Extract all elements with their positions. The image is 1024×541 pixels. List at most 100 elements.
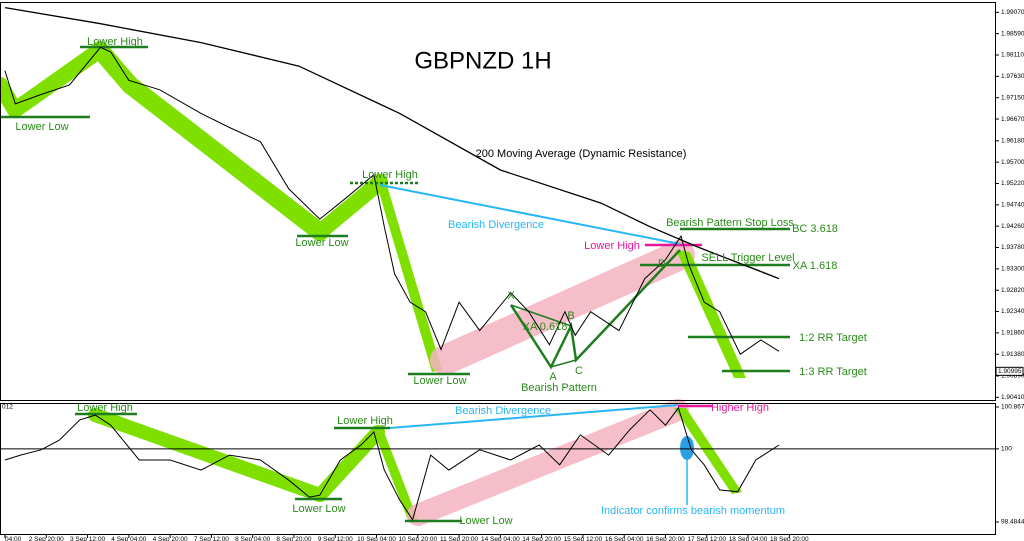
annotation: Bearish Pattern bbox=[521, 382, 597, 394]
y-tick-label: 1.92820 bbox=[1001, 287, 1024, 294]
frame bbox=[0, 2, 996, 535]
trend-bands bbox=[0, 41, 746, 526]
annotation: Lower High bbox=[77, 402, 133, 414]
annotation: X bbox=[507, 290, 515, 302]
x-tick-label: 16 Sep 04:00 bbox=[605, 536, 644, 541]
y-tick-label: 1.97150 bbox=[1001, 94, 1024, 101]
green-band bbox=[374, 432, 418, 520]
annotation: Bearish Pattern Stop Loss bbox=[666, 217, 794, 229]
annotation: 1:3 RR Target bbox=[799, 366, 867, 378]
y-tick-label: 1.97630 bbox=[1001, 73, 1024, 80]
y-tick-label: 1.90890 bbox=[1001, 373, 1024, 380]
annotation: B bbox=[567, 310, 574, 322]
x-tick-label: 10 Sep 20:00 bbox=[398, 536, 437, 541]
green-band bbox=[376, 182, 442, 372]
x-tick-label: 7 Sep 12:00 bbox=[194, 536, 229, 541]
x-tick-label: 14 Sep 04:00 bbox=[481, 536, 520, 541]
y-tick-label: 1.99070 bbox=[1001, 9, 1024, 16]
x-tick-label: 18 Sep 20:00 bbox=[770, 536, 809, 541]
y-tick-label: 1.91860 bbox=[1001, 330, 1024, 337]
x-tick-label: 3 Sep 12:00 bbox=[70, 536, 105, 541]
annotation: Lower Low bbox=[292, 503, 345, 515]
pink-band bbox=[407, 399, 689, 526]
series-line bbox=[4, 6, 780, 280]
y-tick-label: 1.93300 bbox=[1001, 266, 1024, 273]
x-tick-label: 4 Sep 20:00 bbox=[153, 536, 188, 541]
price-label: 1.90995 bbox=[998, 368, 1022, 375]
x-tick-label: 10 Sep 04:00 bbox=[357, 536, 396, 541]
annotation: 200 Moving Average (Dynamic Resistance) bbox=[476, 148, 687, 160]
annotation: Bearish Divergence bbox=[448, 219, 544, 231]
green-band bbox=[313, 425, 385, 502]
annotation: Lower High bbox=[337, 415, 393, 427]
annotation: SELL Trigger Level bbox=[701, 252, 794, 264]
indicator-label: 012 bbox=[2, 404, 13, 411]
annotation: Lower High bbox=[362, 169, 418, 181]
y-tick-label: 100 bbox=[1001, 446, 1012, 453]
x-tick-label: 04:00 bbox=[5, 536, 22, 541]
x-tick-label: 16 Sep 20:00 bbox=[646, 536, 685, 541]
series-line bbox=[4, 46, 780, 355]
indicator-pane bbox=[0, 403, 996, 535]
y-tick-label: 1.95220 bbox=[1001, 180, 1024, 187]
annotation: 1:2 RR Target bbox=[799, 332, 867, 344]
green-band bbox=[312, 174, 388, 240]
pattern-line bbox=[550, 359, 577, 368]
price-box bbox=[995, 366, 1024, 376]
annotation: Lower Low bbox=[459, 515, 512, 527]
annotation: Lower High bbox=[87, 36, 143, 48]
x-tick-label: 15 Sep 12:00 bbox=[564, 536, 603, 541]
divergence-line bbox=[389, 404, 679, 429]
main-pane bbox=[0, 2, 996, 401]
green-band bbox=[676, 250, 746, 378]
y-tick-label: 1.96670 bbox=[1001, 116, 1024, 123]
y-tick-label: 100.8675 bbox=[1001, 404, 1024, 411]
annotation: XA 1.618 bbox=[793, 260, 838, 272]
y-tick-label: 1.92340 bbox=[1001, 308, 1024, 315]
annotation: Indicator confirms bearish momentum bbox=[601, 505, 785, 517]
x-tick-label: 4 Sep 04:00 bbox=[111, 536, 146, 541]
y-tick-label: 1.93780 bbox=[1001, 244, 1024, 251]
y-tick-label: 1.94260 bbox=[1001, 223, 1024, 230]
annotation: C bbox=[575, 365, 583, 377]
y-tick-label: 1.96180 bbox=[1001, 138, 1024, 145]
x-tick-label: 9 Sep 12:00 bbox=[318, 536, 353, 541]
x-tick-label: 17 Sep 12:00 bbox=[687, 536, 726, 541]
annotation: D bbox=[658, 258, 666, 270]
green-band bbox=[0, 42, 108, 118]
y-tick-label: 1.94740 bbox=[1001, 202, 1024, 209]
annotation: Lower Low bbox=[413, 375, 466, 387]
y-tick-label: 1.90410 bbox=[1001, 394, 1024, 401]
y-tick-label: 1.95700 bbox=[1001, 159, 1024, 166]
annotation: Higher High bbox=[711, 402, 769, 414]
x-tick-label: 18 Sep 04:00 bbox=[729, 536, 768, 541]
x-tick-label: 11 Sep 20:00 bbox=[440, 536, 479, 541]
chart-title: GBPNZD 1H bbox=[414, 47, 551, 74]
annotation: A bbox=[549, 371, 557, 383]
series-line bbox=[4, 406, 780, 521]
x-tick-label: 2 Sep 20:00 bbox=[29, 536, 64, 541]
green-band bbox=[88, 408, 327, 502]
divergence-line bbox=[379, 184, 681, 245]
annotation: XA 0.618 bbox=[523, 321, 568, 333]
y-tick-label: 1.98590 bbox=[1001, 30, 1024, 37]
annotation: Lower Low bbox=[15, 121, 68, 133]
x-tick-label: 8 Sep 04:00 bbox=[235, 536, 270, 541]
highlight bbox=[680, 436, 694, 460]
annotation: Lower High bbox=[584, 240, 640, 252]
y-tick-label: 98.4844 bbox=[1001, 519, 1024, 526]
pink-band bbox=[430, 240, 695, 375]
x-tick-label: 14 Sep 20:00 bbox=[522, 536, 561, 541]
y-tick-label: 1.98110 bbox=[1001, 52, 1024, 59]
green-band bbox=[91, 41, 329, 241]
x-tick-label: 8 Sep 20:00 bbox=[276, 536, 311, 541]
annotation: Bearish Divergence bbox=[455, 405, 551, 417]
green-band bbox=[674, 408, 742, 494]
y-tick-label: 1.91380 bbox=[1001, 351, 1024, 358]
annotation: Lower Low bbox=[295, 237, 348, 249]
annotation-lines bbox=[0, 45, 790, 523]
annotation: BC 3.618 bbox=[792, 223, 838, 235]
pattern-line bbox=[510, 304, 572, 327]
